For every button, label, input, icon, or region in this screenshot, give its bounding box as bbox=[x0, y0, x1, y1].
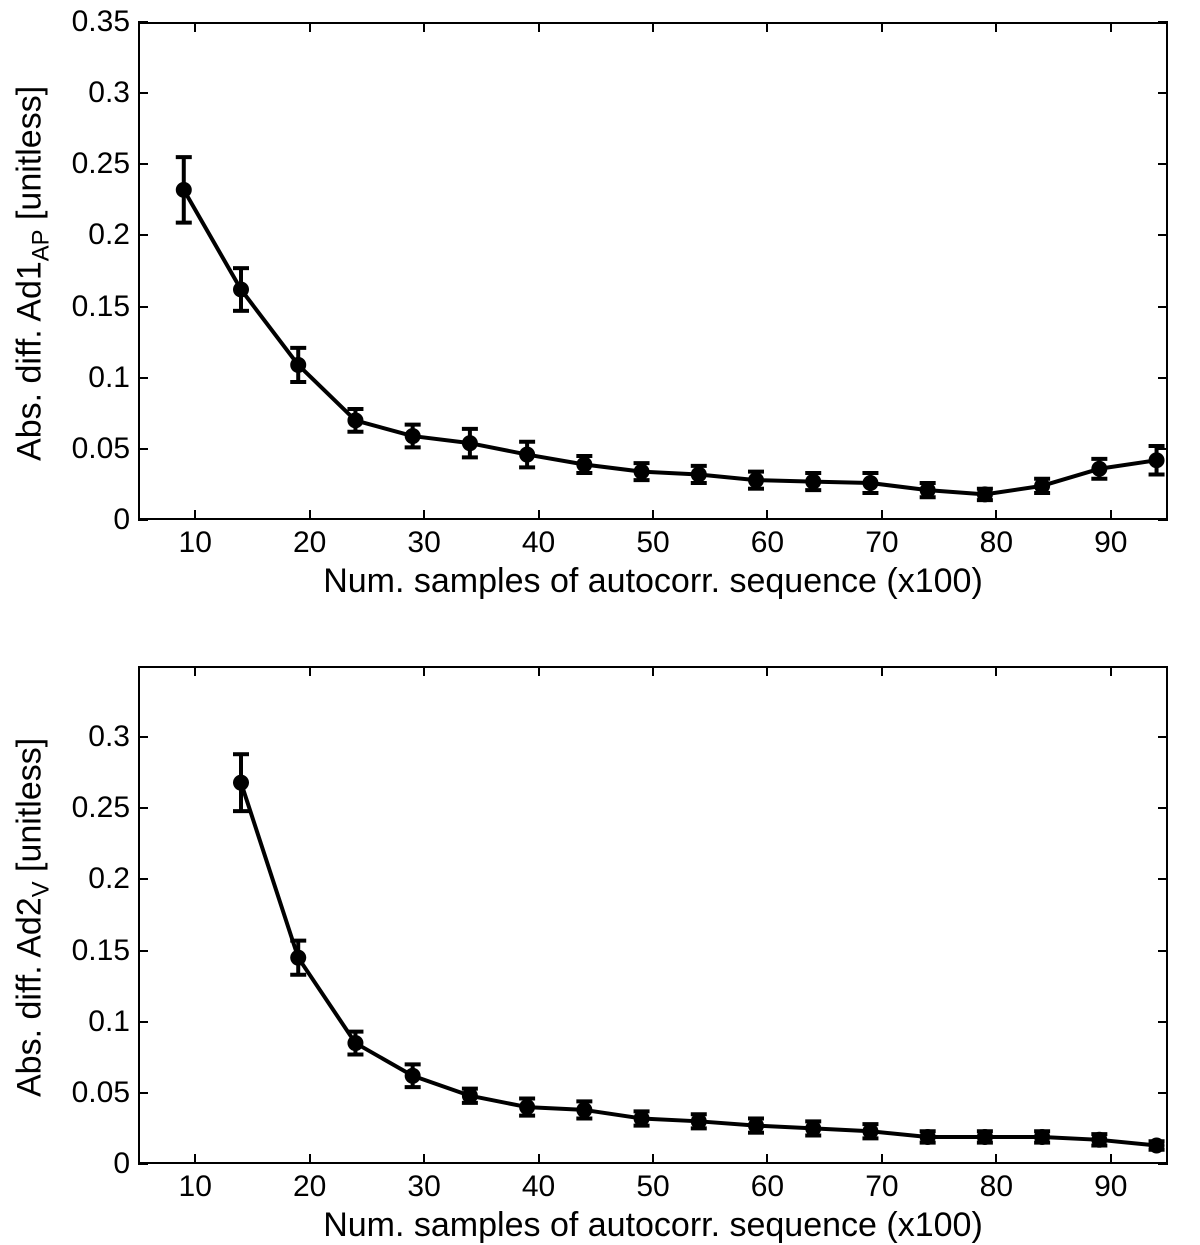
y-tick-label: 0.1 bbox=[88, 361, 130, 395]
data-marker bbox=[576, 1102, 592, 1118]
data-marker bbox=[862, 475, 878, 491]
data-marker bbox=[977, 486, 993, 502]
y-axis-label: Abs. diff. Ad1AP [unitless] bbox=[11, 73, 56, 473]
y-tick-label: 0.3 bbox=[88, 76, 130, 110]
y-tick-label: 0.35 bbox=[72, 5, 130, 39]
series-line bbox=[184, 190, 1157, 494]
series-line bbox=[241, 783, 1157, 1146]
data-marker bbox=[977, 1129, 993, 1145]
x-axis-label: Num. samples of autocorr. sequence (x100… bbox=[138, 562, 1168, 601]
data-marker bbox=[1149, 1138, 1165, 1154]
y-axis-label-main: Abs. diff. Ad2 bbox=[11, 897, 49, 1097]
data-marker bbox=[1149, 452, 1165, 468]
x-tick-label: 50 bbox=[636, 526, 669, 560]
y-axis-label-tail: [unitless] bbox=[11, 738, 49, 882]
data-marker bbox=[519, 1099, 535, 1115]
data-marker bbox=[462, 435, 478, 451]
x-tick-label: 10 bbox=[179, 1170, 212, 1204]
x-tick-label: 60 bbox=[751, 1170, 784, 1204]
data-marker bbox=[576, 457, 592, 473]
data-marker bbox=[347, 412, 363, 428]
data-marker bbox=[691, 466, 707, 482]
x-tick-label: 90 bbox=[1094, 526, 1127, 560]
data-marker bbox=[1091, 461, 1107, 477]
y-axis-label-sub: V bbox=[27, 881, 54, 897]
data-marker bbox=[634, 464, 650, 480]
data-marker bbox=[290, 950, 306, 966]
data-marker bbox=[176, 182, 192, 198]
data-marker bbox=[1034, 478, 1050, 494]
y-axis-label-main: Abs. diff. Ad1 bbox=[11, 261, 49, 461]
data-marker bbox=[691, 1113, 707, 1129]
data-marker bbox=[1034, 1129, 1050, 1145]
data-marker bbox=[519, 447, 535, 463]
data-marker bbox=[290, 357, 306, 373]
x-tick-label: 20 bbox=[293, 1170, 326, 1204]
x-tick-label: 20 bbox=[293, 526, 326, 560]
y-axis-label-tail: [unitless] bbox=[11, 86, 49, 230]
data-marker bbox=[634, 1110, 650, 1126]
data-marker bbox=[405, 1068, 421, 1084]
data-marker bbox=[233, 775, 249, 791]
data-marker bbox=[462, 1088, 478, 1104]
y-tick-label: 0.3 bbox=[88, 720, 130, 754]
data-marker bbox=[920, 482, 936, 498]
plot-svg-top bbox=[138, 22, 1168, 520]
x-tick-label: 90 bbox=[1094, 1170, 1127, 1204]
x-tick-label: 40 bbox=[522, 1170, 555, 1204]
data-marker bbox=[405, 428, 421, 444]
x-tick-label: 80 bbox=[980, 1170, 1013, 1204]
data-marker bbox=[805, 474, 821, 490]
y-tick-label: 0.05 bbox=[72, 1076, 130, 1110]
x-tick-label: 50 bbox=[636, 1170, 669, 1204]
figure: 10 20 30 40 50 60 70 80 90 0 0.05 0.1 0.15 0.2 0.25 0.3… bbox=[0, 0, 1200, 1242]
y-tick-label: 0 bbox=[113, 503, 130, 537]
x-tick-label: 60 bbox=[751, 526, 784, 560]
data-marker bbox=[347, 1035, 363, 1051]
y-tick-label: 0.2 bbox=[88, 218, 130, 252]
x-tick-label: 10 bbox=[179, 526, 212, 560]
y-tick-label: 0.15 bbox=[72, 290, 130, 324]
data-marker bbox=[805, 1120, 821, 1136]
y-tick-label: 0.25 bbox=[72, 791, 130, 825]
y-axis-label-sub: AP bbox=[27, 229, 54, 261]
data-marker bbox=[748, 1118, 764, 1134]
y-tick-label: 0.1 bbox=[88, 1005, 130, 1039]
y-tick-label: 0 bbox=[113, 1147, 130, 1181]
data-marker bbox=[1091, 1132, 1107, 1148]
data-marker bbox=[862, 1123, 878, 1139]
y-tick-label: 0.05 bbox=[72, 432, 130, 466]
x-tick-label: 80 bbox=[980, 526, 1013, 560]
y-tick-label: 0.25 bbox=[72, 147, 130, 181]
x-tick-label: 40 bbox=[522, 526, 555, 560]
data-marker bbox=[748, 472, 764, 488]
plot-svg-bottom bbox=[138, 666, 1168, 1164]
x-tick-label: 30 bbox=[407, 526, 440, 560]
x-axis-label: Num. samples of autocorr. sequence (x100… bbox=[138, 1206, 1168, 1245]
data-marker bbox=[920, 1129, 936, 1145]
x-tick-label: 30 bbox=[407, 1170, 440, 1204]
y-axis-label: Abs. diff. Ad2V [unitless] bbox=[11, 717, 56, 1117]
data-marker bbox=[233, 281, 249, 297]
x-tick-label: 70 bbox=[865, 1170, 898, 1204]
y-tick-label: 0.15 bbox=[72, 934, 130, 968]
x-tick-label: 70 bbox=[865, 526, 898, 560]
y-tick-label: 0.2 bbox=[88, 862, 130, 896]
